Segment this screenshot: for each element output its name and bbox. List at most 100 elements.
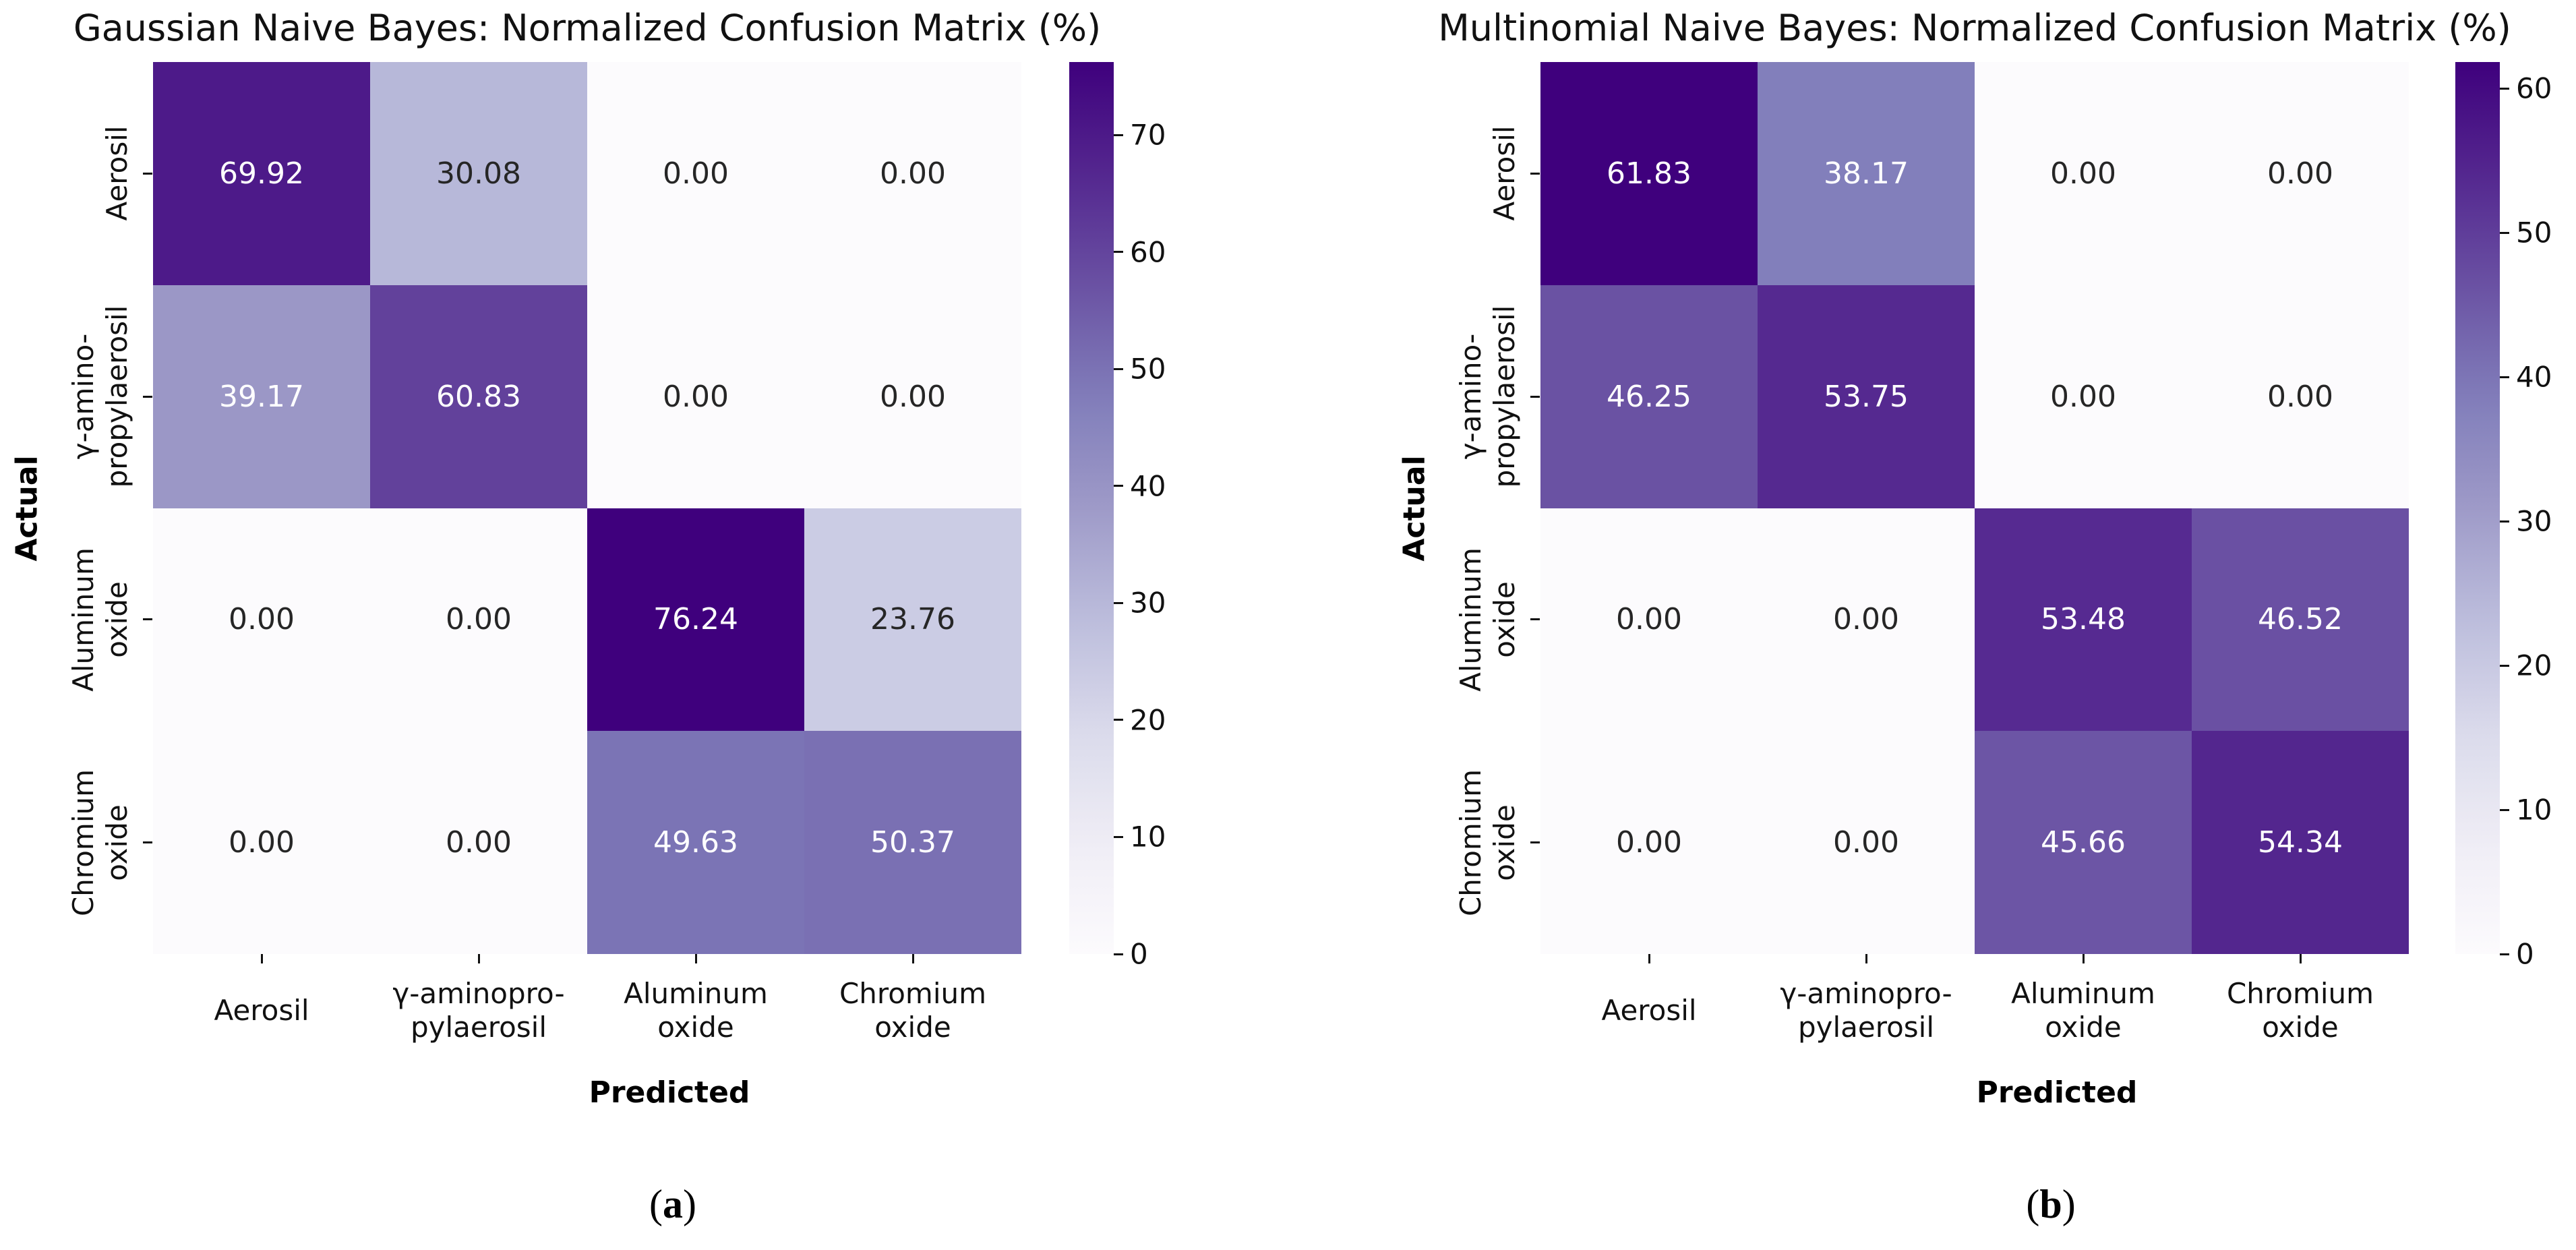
heatmap-cell-r2-c1: 0.00: [1758, 508, 1975, 732]
heatmap-cell-r3-c0: 0.00: [1540, 731, 1758, 954]
colorbar-tick-mark: [1114, 719, 1123, 721]
x-tick-mark: [477, 954, 480, 963]
colorbar-tick-label: 40: [2516, 360, 2552, 394]
heatmap-grid: 69.92 30.08 0.00 0.00 39.17 60.83 0.00 0.00 0.00…: [153, 62, 1021, 954]
x-tick-mark: [2082, 954, 2085, 963]
heatmap-cell-r0-c0: 61.83: [1540, 62, 1758, 285]
colorbar-tick-label: 10: [1130, 820, 1166, 854]
colorbar-tick-mark: [2500, 376, 2509, 378]
heatmap-cell-r1-c2: 0.00: [1975, 285, 2192, 508]
heatmap-cell-r0-c1: 30.08: [370, 62, 587, 285]
colorbar-tick-label: 0: [1130, 937, 1148, 971]
colorbar-tick-label: 20: [2516, 649, 2552, 682]
heatmap-cell-r3-c3: 50.37: [804, 731, 1021, 954]
y-tick-mark: [143, 618, 152, 621]
colorbar-tick-mark: [1114, 601, 1123, 604]
colorbar-tick-label: 10: [2516, 793, 2552, 827]
x-tick-label: γ-aminopro- pylaerosil: [392, 977, 565, 1044]
colorbar-tick-label: 30: [2516, 504, 2552, 538]
heatmap-cell-r0-c0: 69.92: [153, 62, 370, 285]
heatmap-cell-r0-c3: 0.00: [2192, 62, 2409, 285]
y-tick-mark: [1530, 841, 1540, 844]
heatmap-cell-r2-c2: 76.24: [587, 508, 804, 732]
colorbar: [2455, 62, 2500, 954]
heatmap-cell-r0-c2: 0.00: [587, 62, 804, 285]
heatmap-cell-r1-c3: 0.00: [804, 285, 1021, 508]
x-tick-label: Chromium oxide: [839, 977, 987, 1044]
caption-paren-open: (: [2026, 1182, 2040, 1226]
y-tick-label: γ-amino- propylaerosil: [1454, 305, 1521, 488]
subfigure-caption: (b): [2026, 1181, 2075, 1228]
colorbar-tick-label: 60: [1130, 235, 1166, 269]
y-tick-mark: [143, 172, 152, 175]
y-tick-label: Aluminum oxide: [67, 547, 133, 692]
y-axis-label: Actual: [9, 454, 44, 562]
caption-letter: a: [663, 1182, 683, 1226]
heatmap-cell-r2-c0: 0.00: [153, 508, 370, 732]
colorbar-tick-mark: [1114, 367, 1123, 370]
heatmap-cell-r2-c3: 23.76: [804, 508, 1021, 732]
heatmap-cell-r0-c3: 0.00: [804, 62, 1021, 285]
heatmap-cell-r0-c1: 38.17: [1758, 62, 1975, 285]
x-tick-label: γ-aminopro- pylaerosil: [1780, 977, 1952, 1044]
x-tick-label: Aerosil: [1601, 994, 1697, 1027]
y-tick-label: Chromium oxide: [1454, 769, 1521, 916]
heatmap-cell-r3-c0: 0.00: [153, 731, 370, 954]
y-tick-label: Aluminum oxide: [1454, 547, 1521, 692]
x-tick-mark: [260, 954, 263, 963]
heatmap-cell-r3-c1: 0.00: [1758, 731, 1975, 954]
heatmap-cell-r1-c1: 60.83: [370, 285, 587, 508]
x-tick-mark: [911, 954, 914, 963]
colorbar-tick-mark: [2500, 953, 2509, 955]
colorbar: [1069, 62, 1114, 954]
heatmap-cell-r3-c2: 45.66: [1975, 731, 2192, 954]
x-axis-label: Predicted: [1976, 1075, 2138, 1110]
x-tick-label: Chromium oxide: [2226, 977, 2374, 1044]
heatmap-cell-r0-c2: 0.00: [1975, 62, 2192, 285]
x-tick-label: Aluminum oxide: [624, 977, 768, 1044]
caption-paren-close: ): [2062, 1182, 2076, 1226]
colorbar-tick-label: 30: [1130, 586, 1166, 620]
x-tick-mark: [1648, 954, 1650, 963]
heatmap-cell-r1-c0: 39.17: [153, 285, 370, 508]
x-tick-mark: [1865, 954, 1867, 963]
chart-title: Gaussian Naive Bayes: Normalized Confusi…: [73, 7, 1102, 49]
y-tick-label: Aerosil: [100, 125, 133, 221]
heatmap-cell-r1-c2: 0.00: [587, 285, 804, 508]
colorbar-tick-label: 40: [1130, 469, 1166, 503]
heatmap-cell-r3-c3: 54.34: [2192, 731, 2409, 954]
heatmap-grid: 61.83 38.17 0.00 0.00 46.25 53.75 0.00 0.00 0.00…: [1540, 62, 2409, 954]
y-tick-label: γ-amino- propylaerosil: [67, 305, 133, 488]
subfigure-caption: (a): [649, 1181, 696, 1228]
colorbar-tick-mark: [2500, 808, 2509, 811]
x-tick-label: Aerosil: [214, 994, 309, 1027]
heatmap-cell-r2-c2: 53.48: [1975, 508, 2192, 732]
heatmap-cell-r1-c3: 0.00: [2192, 285, 2409, 508]
colorbar-tick-mark: [1114, 133, 1123, 136]
colorbar-tick-mark: [2500, 231, 2509, 234]
y-tick-mark: [143, 395, 152, 398]
x-tick-mark: [2299, 954, 2302, 963]
colorbar-tick-label: 50: [2516, 216, 2552, 249]
colorbar-tick-label: 20: [1130, 703, 1166, 737]
caption-paren-open: (: [649, 1182, 663, 1226]
heatmap-cell-r2-c1: 0.00: [370, 508, 587, 732]
chart-title: Multinomial Naive Bayes: Normalized Conf…: [1438, 7, 2511, 49]
y-tick-mark: [143, 841, 152, 844]
heatmap-cell-r1-c0: 46.25: [1540, 285, 1758, 508]
colorbar-tick-label: 50: [1130, 352, 1166, 386]
caption-paren-close: ): [683, 1182, 696, 1226]
caption-letter: b: [2039, 1182, 2062, 1226]
colorbar-tick-label: 60: [2516, 71, 2552, 105]
y-tick-label: Aerosil: [1488, 125, 1521, 221]
y-tick-mark: [1530, 395, 1540, 398]
colorbar-tick-mark: [2500, 520, 2509, 523]
y-tick-label: Chromium oxide: [67, 769, 133, 916]
colorbar-tick-mark: [1114, 953, 1123, 955]
y-tick-mark: [1530, 172, 1540, 175]
colorbar-tick-label: 70: [1130, 118, 1166, 152]
colorbar-tick-mark: [2500, 664, 2509, 667]
heatmap-cell-r1-c1: 53.75: [1758, 285, 1975, 508]
